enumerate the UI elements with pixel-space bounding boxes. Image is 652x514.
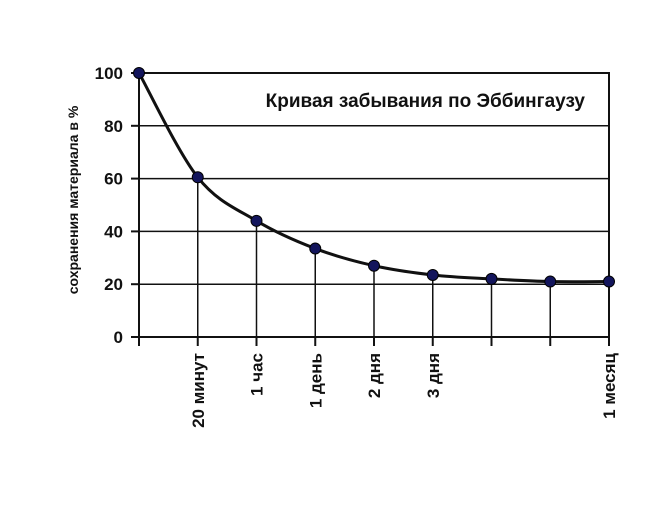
y-tick-label: 60 — [104, 170, 123, 189]
y-tick-label: 80 — [104, 117, 123, 136]
y-tick-label: 20 — [104, 275, 123, 294]
data-point — [309, 242, 322, 255]
data-point — [485, 272, 498, 285]
x-tick-label: 3 дня — [424, 353, 443, 398]
data-points — [133, 67, 615, 288]
y-axis-ticks: 0 20 40 60 80 100 — [95, 64, 139, 347]
drop-lines — [197, 177, 551, 337]
data-point — [603, 275, 615, 288]
x-tick-label: 1 час — [248, 353, 267, 396]
x-tick-label: 1 месяц — [600, 352, 619, 418]
data-point — [544, 275, 557, 288]
y-axis-label: сохранения материала в % — [65, 105, 81, 294]
data-point — [426, 268, 439, 281]
x-axis-ticks: 20 минут 1 час 1 день 2 дня 3 дня 1 месяц — [138, 337, 619, 428]
x-tick-label: 2 дня — [365, 353, 384, 398]
y-tick-label: 40 — [104, 222, 123, 241]
y-tick-label: 0 — [114, 328, 123, 347]
chart-title: Кривая забывания по Эббингаузу — [266, 91, 586, 112]
data-point — [368, 259, 380, 272]
data-point — [133, 67, 145, 79]
x-tick-label: 1 день — [306, 353, 325, 408]
data-point — [191, 171, 204, 184]
y-tick-label: 100 — [95, 64, 123, 83]
x-tick-label: 20 минут — [189, 353, 208, 428]
data-point — [250, 214, 263, 227]
